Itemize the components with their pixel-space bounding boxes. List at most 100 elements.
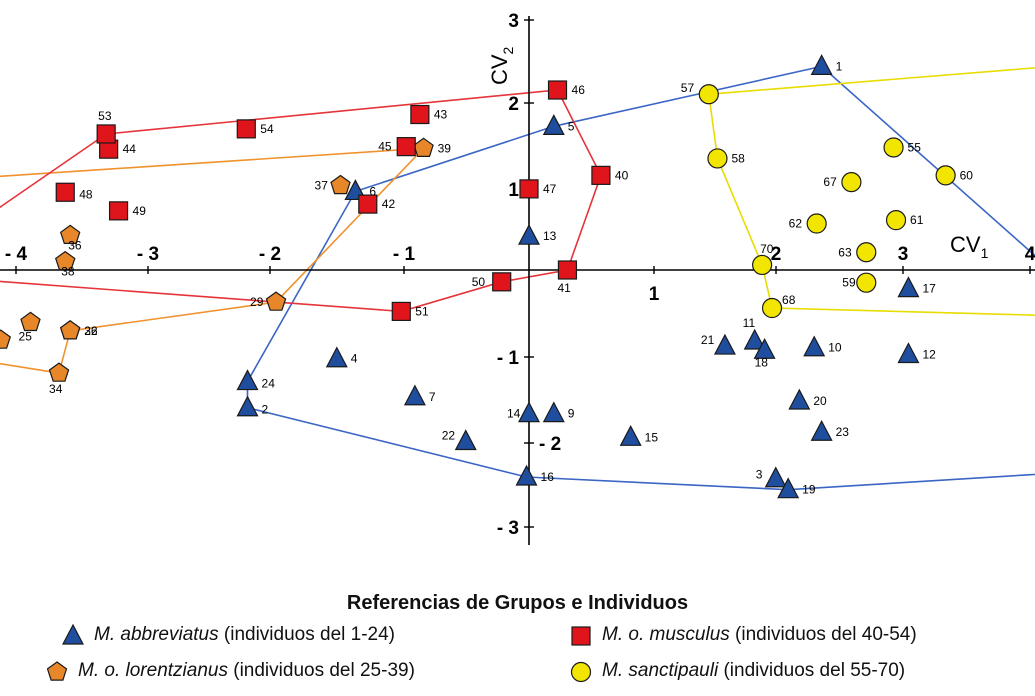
- point-label-38: 38: [61, 265, 75, 279]
- point-38: [54, 250, 76, 271]
- legend-species: M. sanctipauli: [602, 660, 719, 681]
- point-label-67: 67: [823, 175, 837, 189]
- point-17: [897, 276, 920, 298]
- point-7: [403, 384, 426, 406]
- point-label-49: 49: [133, 204, 147, 218]
- point-label-50: 50: [472, 275, 486, 289]
- y-tick-label: 3: [508, 11, 519, 32]
- legend-species: M. o. musculus: [602, 624, 730, 645]
- y-tick-label: - 1: [497, 348, 520, 369]
- point-45: [396, 137, 416, 157]
- point-label-17: 17: [922, 282, 936, 296]
- legend-range: (individuos del 55-70): [718, 660, 906, 681]
- point-label-70: 70: [760, 242, 774, 256]
- point-53: [96, 124, 116, 144]
- point-label-48: 48: [79, 187, 93, 201]
- point-59: [856, 272, 877, 293]
- point-9: [542, 401, 565, 423]
- point-13: [518, 223, 540, 245]
- point-15: [619, 425, 642, 446]
- point-48: [55, 182, 75, 202]
- point-55: [883, 137, 904, 158]
- x-tick-label: 2: [771, 244, 782, 265]
- point-58: [707, 148, 728, 169]
- point-label-23: 23: [836, 425, 850, 439]
- point-label-51: 51: [415, 304, 429, 318]
- point-16: [515, 464, 538, 486]
- point-14: [518, 401, 540, 423]
- point-label-7: 7: [429, 390, 436, 404]
- point-label-68: 68: [782, 293, 796, 307]
- y-tick-label: 2: [508, 94, 519, 115]
- point-label-57: 57: [681, 81, 695, 95]
- point-43: [410, 104, 430, 125]
- point-label-47: 47: [543, 182, 557, 196]
- point-label-58: 58: [731, 151, 745, 165]
- x-tick-label: 1: [649, 284, 660, 305]
- point-49: [108, 201, 129, 221]
- point-label-60: 60: [960, 168, 974, 182]
- y-axis-title: CV2: [487, 46, 516, 85]
- point-label-63: 63: [838, 245, 852, 259]
- legend: Referencias de Grupos e Individuos M. ab…: [0, 588, 1035, 696]
- point-label-12: 12: [922, 348, 936, 362]
- point-36: [59, 224, 81, 244]
- point-label-9: 9: [568, 407, 575, 421]
- point-label-39: 39: [438, 141, 452, 155]
- point-label-26: 26: [84, 324, 98, 338]
- point-20: [788, 388, 811, 410]
- point-62: [806, 213, 827, 234]
- x-tick-label: 4: [1025, 244, 1035, 265]
- point-label-36: 36: [68, 238, 82, 252]
- point-label-11: 11: [743, 316, 756, 330]
- point-61: [885, 210, 907, 231]
- point-label-4: 4: [351, 352, 358, 366]
- point-label-32: 32: [84, 324, 98, 338]
- point-23: [810, 419, 833, 441]
- point-2: [236, 395, 259, 417]
- hull-3: [708, 67, 1035, 316]
- point-19: [777, 477, 800, 499]
- legend-species: M. abbreviatus: [94, 624, 219, 645]
- point-10: [803, 335, 826, 357]
- hull-0: [246, 65, 1035, 491]
- legend-title: Referencias de Grupos e Individuos: [346, 592, 689, 614]
- legend-marker: [46, 661, 68, 681]
- point-label-43: 43: [434, 108, 448, 122]
- point-label-15: 15: [645, 430, 659, 444]
- point-25: [20, 311, 41, 332]
- point-label-53: 53: [98, 109, 112, 123]
- x-tick-label: - 2: [259, 244, 281, 265]
- x-tick-label: - 1: [393, 244, 416, 265]
- point-label-42: 42: [382, 197, 396, 211]
- point-label-40: 40: [615, 168, 629, 182]
- point-22: [454, 429, 477, 451]
- point-label-24: 24: [262, 377, 276, 391]
- point-37: [330, 174, 351, 195]
- point-39: [413, 137, 434, 157]
- point-label-55: 55: [908, 140, 922, 154]
- point-label-59: 59: [842, 276, 856, 290]
- legend-range: (individuos del 25-39): [227, 660, 415, 681]
- point-label-25: 25: [19, 329, 33, 343]
- point-12: [897, 342, 920, 364]
- point-51: [391, 301, 411, 322]
- legend-species: M. o. lorentzianus: [78, 660, 228, 681]
- legend-marker: [571, 626, 591, 646]
- point-32: [59, 320, 81, 340]
- data-points: 1234567891011121314151617181920212223242…: [0, 54, 974, 499]
- y-tick-label: - 3: [497, 518, 519, 539]
- point-label-16: 16: [541, 470, 555, 484]
- point-60: [935, 165, 956, 186]
- point-29: [265, 291, 287, 311]
- point-40: [591, 165, 611, 185]
- point-34: [48, 362, 70, 382]
- point-label-46: 46: [572, 83, 586, 97]
- point-50: [492, 272, 512, 292]
- y-tick-label: 1: [508, 180, 519, 201]
- x-tick-label: 3: [898, 244, 909, 265]
- point-label-6: 6: [369, 184, 376, 198]
- point-label-3: 3: [756, 468, 763, 482]
